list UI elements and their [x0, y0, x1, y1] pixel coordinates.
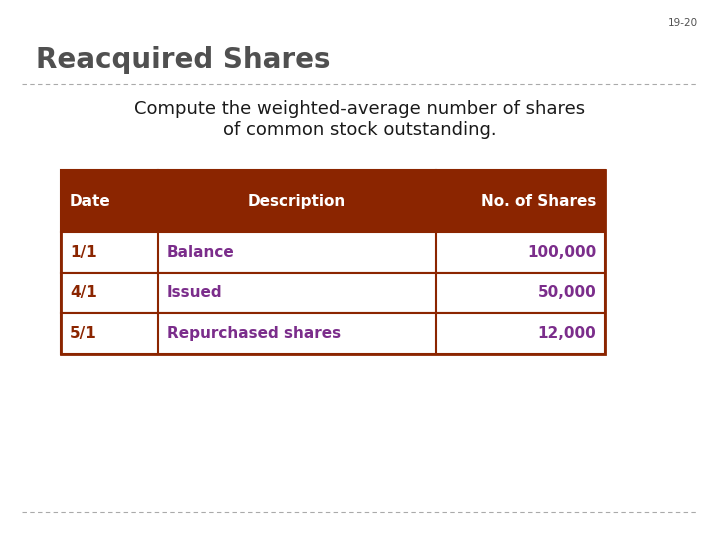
Text: Issued: Issued — [167, 286, 222, 300]
Text: 100,000: 100,000 — [527, 245, 596, 260]
Text: 1/1: 1/1 — [70, 245, 96, 260]
Text: 4/1: 4/1 — [70, 286, 96, 300]
Text: 19-20: 19-20 — [668, 18, 698, 28]
Text: Compute the weighted-average number of shares
of common stock outstanding.: Compute the weighted-average number of s… — [135, 100, 585, 139]
Text: 12,000: 12,000 — [537, 326, 596, 341]
Text: Reacquired Shares: Reacquired Shares — [36, 46, 330, 74]
Text: Balance: Balance — [167, 245, 235, 260]
Text: Date: Date — [70, 194, 111, 208]
Text: 50,000: 50,000 — [537, 286, 596, 300]
Text: 5/1: 5/1 — [70, 326, 96, 341]
Text: Repurchased shares: Repurchased shares — [167, 326, 341, 341]
Text: Description: Description — [248, 194, 346, 208]
Text: No. of Shares: No. of Shares — [481, 194, 596, 208]
